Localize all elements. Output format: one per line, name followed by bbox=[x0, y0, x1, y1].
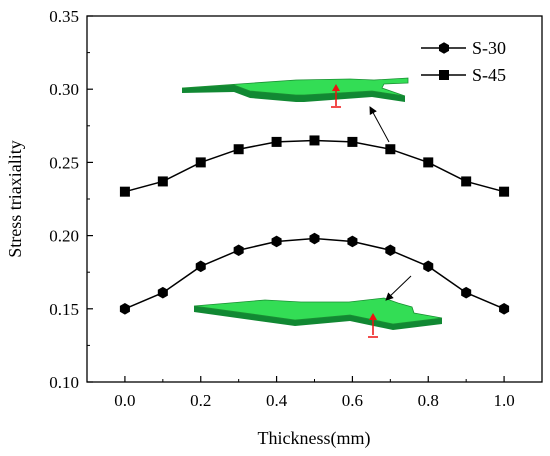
x-tick-label: 0.2 bbox=[190, 391, 211, 410]
data-point-square bbox=[309, 135, 320, 146]
legend-hexagon-marker bbox=[438, 42, 450, 54]
data-point-square bbox=[157, 176, 168, 187]
data-point-square bbox=[423, 157, 434, 168]
legend: S-30 S-45 bbox=[421, 38, 506, 85]
data-point-hexagon bbox=[195, 260, 206, 273]
specimen-inset-upper bbox=[181, 77, 409, 108]
x-tick-label: 0.6 bbox=[342, 391, 363, 410]
series-line bbox=[124, 237, 505, 310]
specimen-inset-lower bbox=[193, 297, 443, 338]
data-point-square bbox=[385, 144, 396, 155]
legend-label-s30: S-30 bbox=[472, 38, 506, 58]
legend-entry-s45: S-45 bbox=[421, 65, 506, 85]
data-point-square bbox=[499, 186, 510, 197]
data-point-hexagon bbox=[385, 244, 396, 257]
y-axis-ticks: 0.10 0.15 0.20 0.25 0.30 0.35 bbox=[49, 7, 93, 392]
specimen-top-face bbox=[181, 77, 409, 97]
data-point-hexagon bbox=[309, 232, 320, 245]
legend-square-marker bbox=[439, 70, 449, 80]
data-point-square bbox=[461, 176, 472, 187]
data-point-hexagon bbox=[423, 260, 434, 273]
data-point-hexagon bbox=[461, 286, 472, 299]
y-axis-title: Stress triaxiality bbox=[5, 140, 25, 257]
series-layer bbox=[119, 135, 510, 315]
series-line bbox=[124, 139, 505, 193]
data-point-hexagon bbox=[499, 303, 510, 315]
x-axis-ticks: 0.0 0.2 0.4 0.6 0.8 1.0 bbox=[86, 376, 543, 410]
y-tick-label: 0.35 bbox=[49, 7, 79, 26]
series-s-45 bbox=[119, 135, 510, 197]
load-arrowhead bbox=[369, 313, 377, 320]
data-point-square bbox=[195, 157, 206, 168]
x-tick-label: 0.8 bbox=[418, 391, 439, 410]
x-tick-label: 0.0 bbox=[114, 391, 135, 410]
specimen-top-face bbox=[193, 297, 443, 325]
data-point-hexagon bbox=[347, 235, 358, 248]
pointer-arrow-to-lower-inset bbox=[385, 275, 412, 301]
y-tick-label: 0.15 bbox=[49, 300, 79, 319]
y-tick-label: 0.25 bbox=[49, 153, 79, 172]
data-point-square bbox=[347, 136, 358, 147]
data-point-hexagon bbox=[157, 286, 168, 299]
series-s-30 bbox=[119, 232, 510, 315]
data-point-square bbox=[271, 136, 282, 147]
data-point-hexagon bbox=[233, 244, 244, 257]
x-tick-label: 1.0 bbox=[493, 391, 514, 410]
x-axis-title: Thickness(mm) bbox=[258, 428, 371, 449]
legend-label-s45: S-45 bbox=[472, 65, 506, 85]
legend-entry-s30: S-30 bbox=[421, 38, 506, 58]
y-tick-label: 0.30 bbox=[49, 80, 79, 99]
load-arrowhead bbox=[332, 84, 340, 91]
specimen-side-face bbox=[182, 85, 405, 102]
pointer-arrow-to-upper-inset bbox=[369, 106, 390, 143]
data-point-hexagon bbox=[119, 303, 130, 315]
data-point-hexagon bbox=[271, 235, 282, 248]
x-tick-label: 0.4 bbox=[266, 391, 288, 410]
data-point-square bbox=[233, 144, 244, 155]
y-tick-label: 0.10 bbox=[49, 373, 79, 392]
data-point-square bbox=[119, 186, 130, 197]
y-tick-label: 0.20 bbox=[49, 227, 79, 246]
